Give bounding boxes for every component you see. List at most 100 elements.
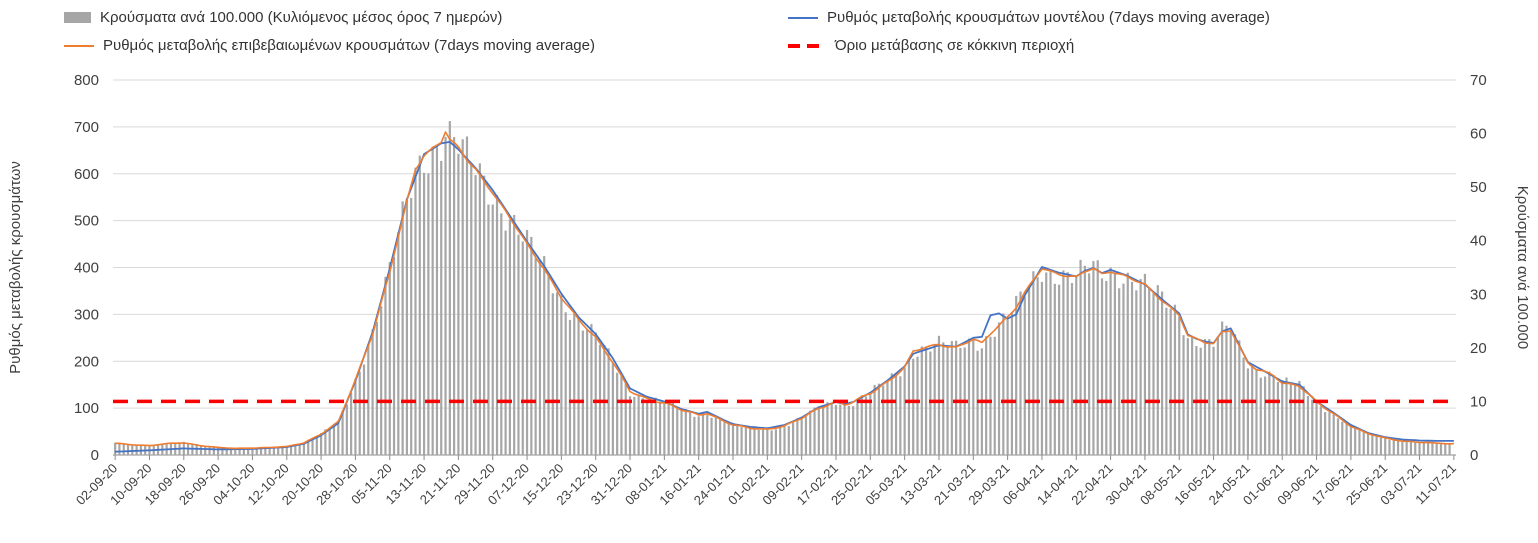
daily-bar xyxy=(470,164,473,455)
daily-bar xyxy=(882,385,885,455)
daily-bar xyxy=(912,358,915,455)
daily-bar xyxy=(710,417,713,455)
daily-bar xyxy=(1036,277,1039,455)
daily-bar xyxy=(564,312,567,455)
daily-bar xyxy=(826,402,829,455)
daily-bar xyxy=(302,442,306,455)
daily-bar xyxy=(478,163,481,456)
line-swatch-model-icon xyxy=(788,16,818,19)
daily-bar xyxy=(238,448,241,455)
right-axis-tick-label: 0 xyxy=(1470,447,1478,464)
left-axis-title: Ρυθμός μεταβολής κρουσμάτων xyxy=(7,161,24,374)
legend: Κρούσματα ανά 100.000 (Κυλιόμενος μέσος … xyxy=(0,0,1538,62)
daily-bar xyxy=(1401,442,1404,455)
daily-bar xyxy=(1118,288,1121,455)
daily-bar xyxy=(1336,418,1340,455)
right-axis-tick-label: 70 xyxy=(1470,72,1487,89)
daily-bar xyxy=(676,408,679,455)
daily-bar xyxy=(118,442,121,455)
daily-bar xyxy=(967,338,971,455)
right-axis-tick-label: 40 xyxy=(1470,233,1487,250)
daily-bar xyxy=(1246,368,1249,455)
left-axis-tick-label: 200 xyxy=(74,353,99,370)
daily-bar xyxy=(225,448,228,455)
daily-bar xyxy=(590,324,593,455)
daily-bar xyxy=(435,144,439,456)
daily-bar xyxy=(1148,288,1151,455)
daily-bar xyxy=(804,416,808,455)
daily-bar xyxy=(1298,380,1301,455)
daily-bar xyxy=(1302,386,1305,455)
left-axis-tick-label: 100 xyxy=(74,400,99,417)
daily-bar xyxy=(1040,281,1044,455)
daily-bar xyxy=(543,256,546,455)
daily-bar xyxy=(1191,336,1194,455)
left-axis-tick-label: 400 xyxy=(74,260,99,277)
daily-bar xyxy=(1122,283,1125,455)
daily-bar xyxy=(461,139,464,455)
daily-bar xyxy=(1096,260,1099,455)
daily-bar xyxy=(551,293,554,455)
daily-bar xyxy=(251,448,254,455)
daily-bar xyxy=(890,373,893,455)
daily-bar xyxy=(864,396,868,455)
daily-bar xyxy=(744,426,747,455)
daily-bar xyxy=(255,447,258,455)
daily-bar xyxy=(1075,275,1078,455)
daily-bar xyxy=(847,405,850,455)
daily-bar xyxy=(427,173,430,455)
daily-bar xyxy=(667,401,670,455)
daily-bar xyxy=(860,395,863,455)
daily-bar xyxy=(1070,283,1074,455)
daily-bar xyxy=(530,236,533,455)
daily-bar xyxy=(431,146,434,455)
daily-bar xyxy=(345,404,348,455)
daily-bar xyxy=(1019,291,1022,455)
daily-bar xyxy=(371,329,374,455)
daily-bar xyxy=(706,414,709,455)
daily-bar xyxy=(809,410,812,455)
daily-bar xyxy=(1409,441,1413,455)
daily-bar xyxy=(311,438,314,455)
daily-bar xyxy=(465,136,469,456)
left-axis-tick-label: 500 xyxy=(74,213,99,230)
daily-bar xyxy=(942,342,945,455)
daily-bar xyxy=(568,319,572,455)
daily-bar xyxy=(852,406,855,455)
right-axis-tick-label: 60 xyxy=(1470,126,1487,143)
daily-bar xyxy=(504,230,507,455)
daily-bar xyxy=(1341,421,1344,455)
daily-bar xyxy=(229,448,233,455)
daily-bar xyxy=(508,219,511,455)
daily-bar xyxy=(1160,291,1164,455)
daily-bar xyxy=(701,413,705,455)
daily-bar xyxy=(697,416,700,455)
daily-bar xyxy=(1439,442,1443,455)
daily-bar xyxy=(877,383,880,455)
daily-bar xyxy=(422,172,426,455)
daily-bar xyxy=(277,446,280,455)
daily-bar xyxy=(611,362,614,455)
daily-bar xyxy=(1109,267,1112,455)
daily-bar xyxy=(950,341,953,455)
daily-bar xyxy=(208,446,211,455)
daily-bar xyxy=(1306,395,1310,455)
daily-bar xyxy=(1366,433,1370,455)
daily-bar xyxy=(337,420,340,455)
daily-bar xyxy=(315,436,318,455)
daily-bar xyxy=(1371,435,1374,455)
daily-bar xyxy=(221,448,224,455)
daily-bar xyxy=(234,448,237,455)
daily-bar xyxy=(1023,296,1026,455)
daily-bar xyxy=(487,204,490,455)
daily-bar xyxy=(736,424,739,455)
daily-bar xyxy=(985,336,988,455)
daily-bar xyxy=(1375,435,1378,455)
daily-bar xyxy=(1255,370,1258,455)
daily-bar xyxy=(384,276,387,455)
daily-bar xyxy=(1178,316,1181,455)
right-axis-tick-label: 20 xyxy=(1470,340,1487,357)
daily-bar xyxy=(637,394,640,455)
daily-bar xyxy=(392,256,396,455)
daily-bar xyxy=(1396,440,1400,455)
